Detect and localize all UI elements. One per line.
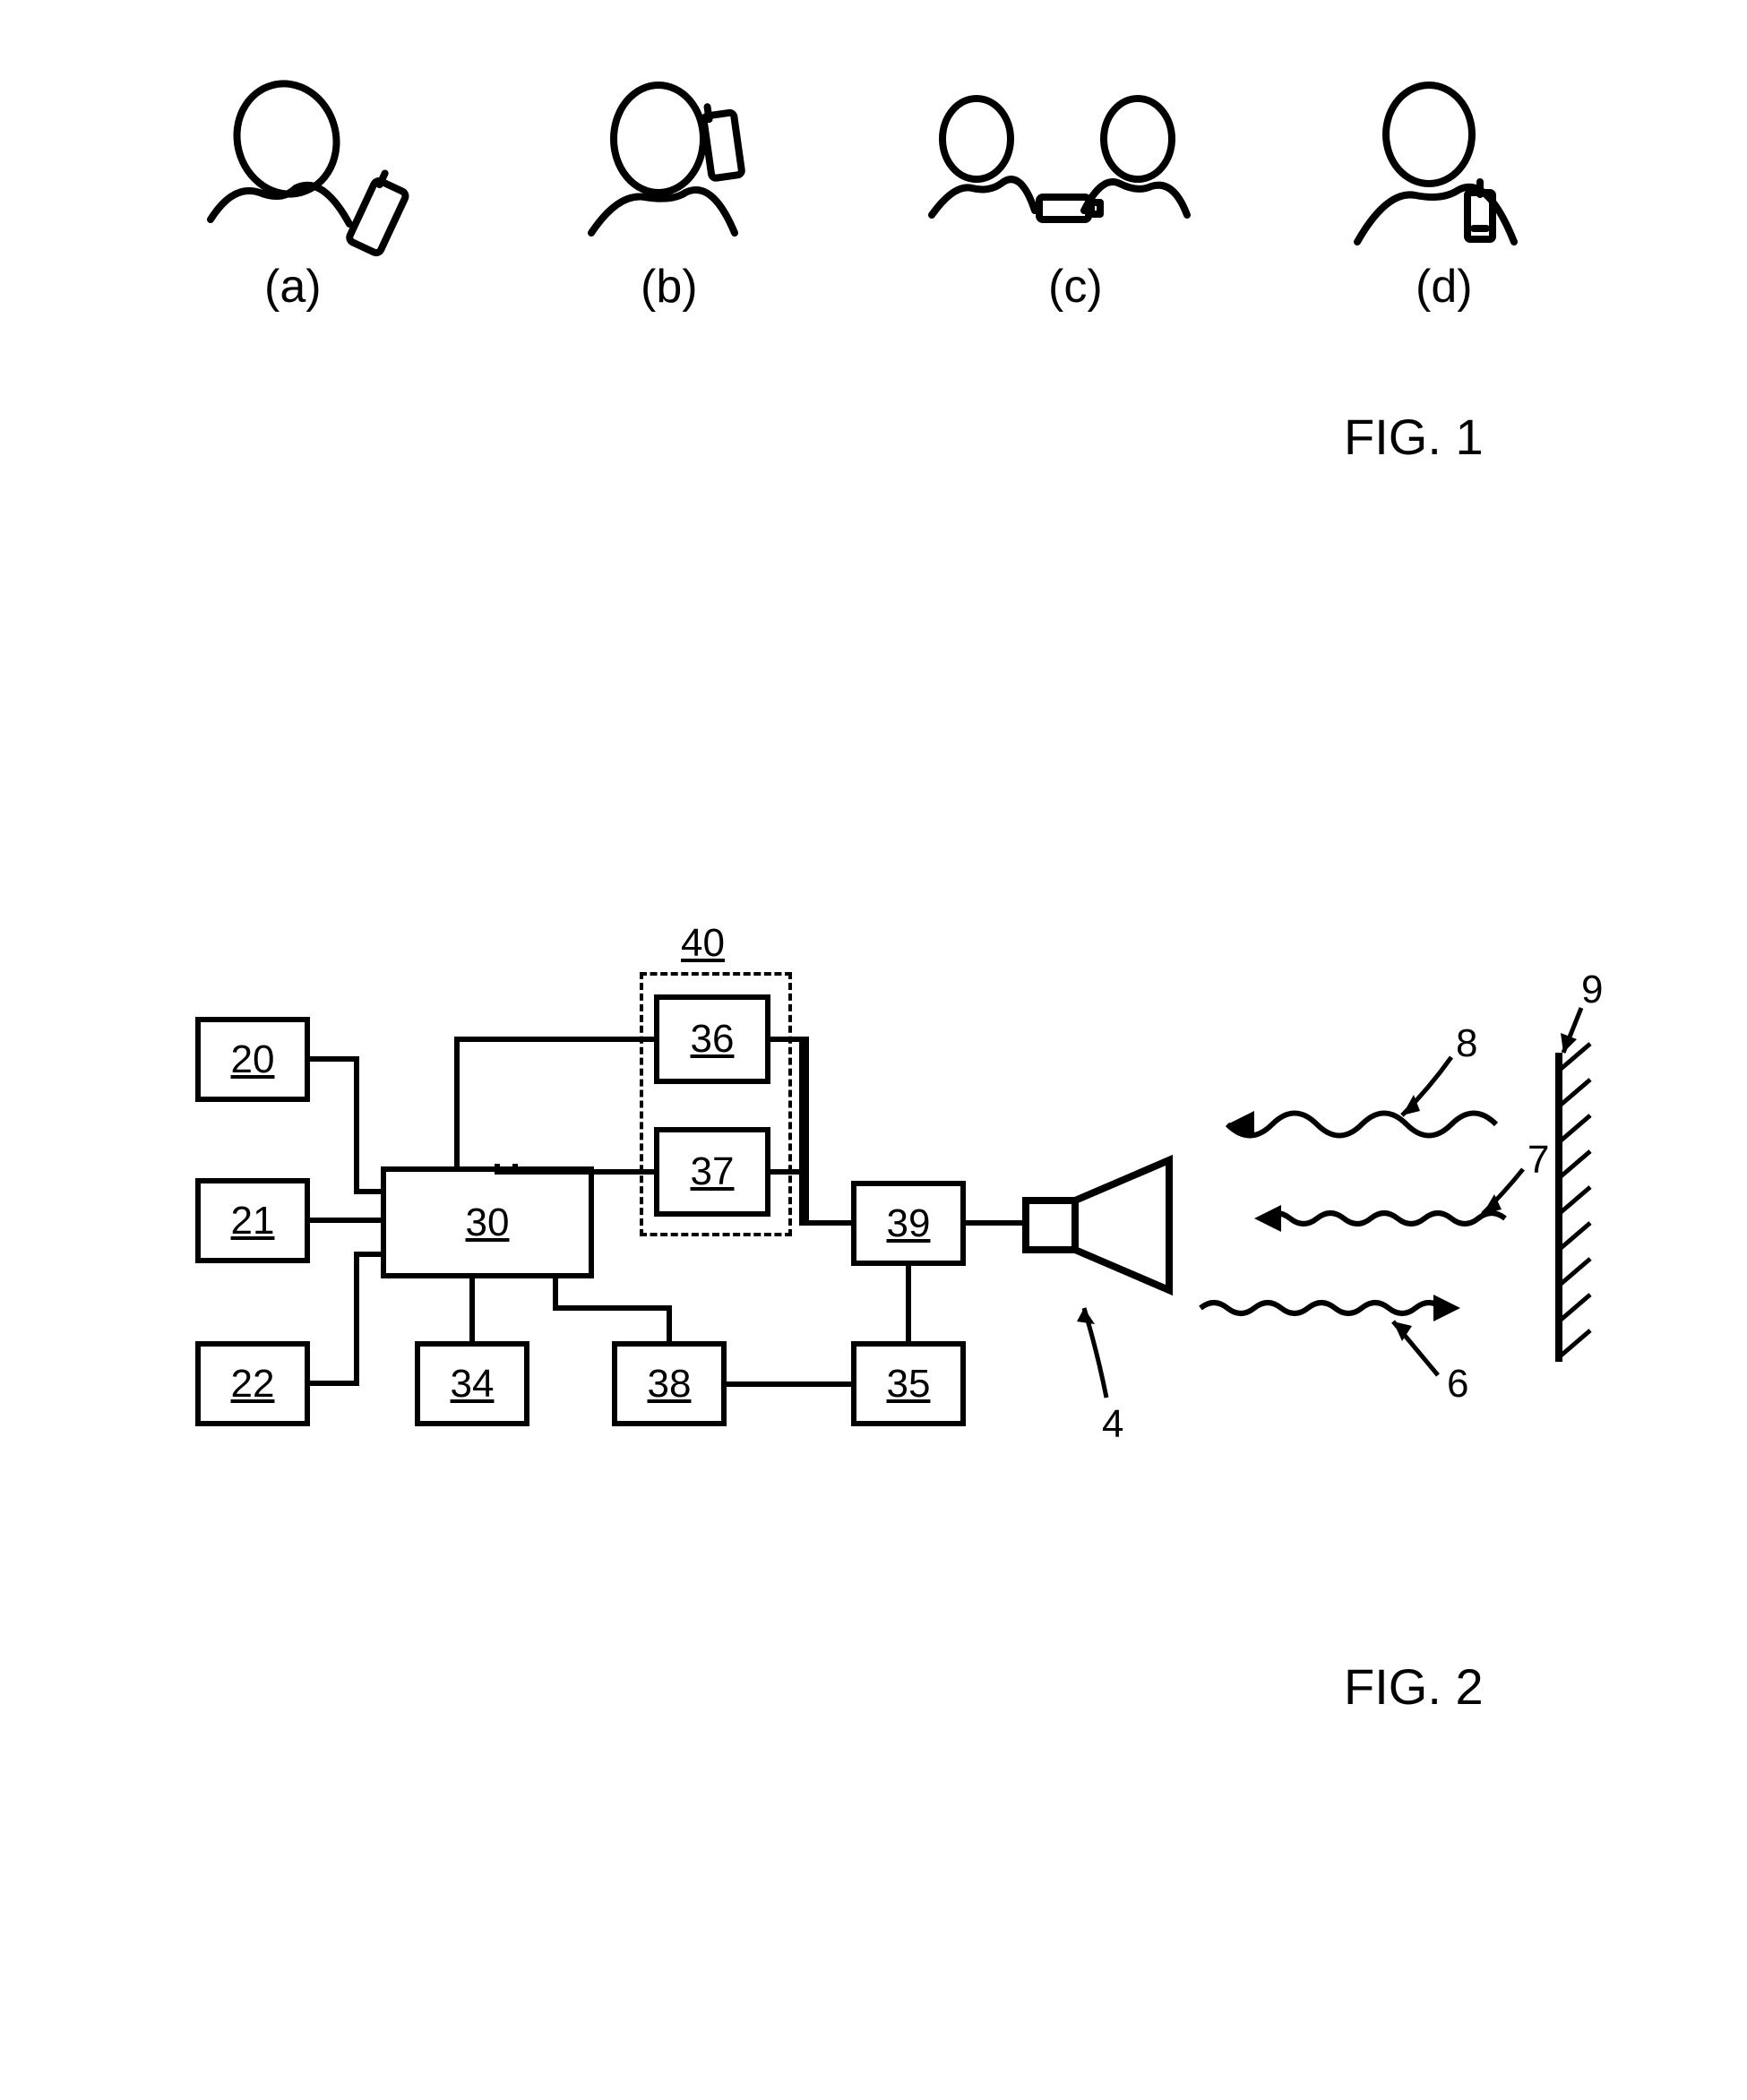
ref-8: 8	[1456, 1021, 1477, 1066]
fig2-title: FIG. 2	[1344, 1657, 1484, 1716]
fig2-wires	[0, 0, 1747, 2100]
ref-7: 7	[1528, 1138, 1549, 1183]
ref-4: 4	[1102, 1402, 1123, 1447]
ref-9: 9	[1581, 968, 1603, 1012]
page: (a) (b) (c) (d) FIG. 1 40 20 21 22 30 36…	[0, 0, 1747, 2100]
ref-6: 6	[1447, 1362, 1468, 1407]
